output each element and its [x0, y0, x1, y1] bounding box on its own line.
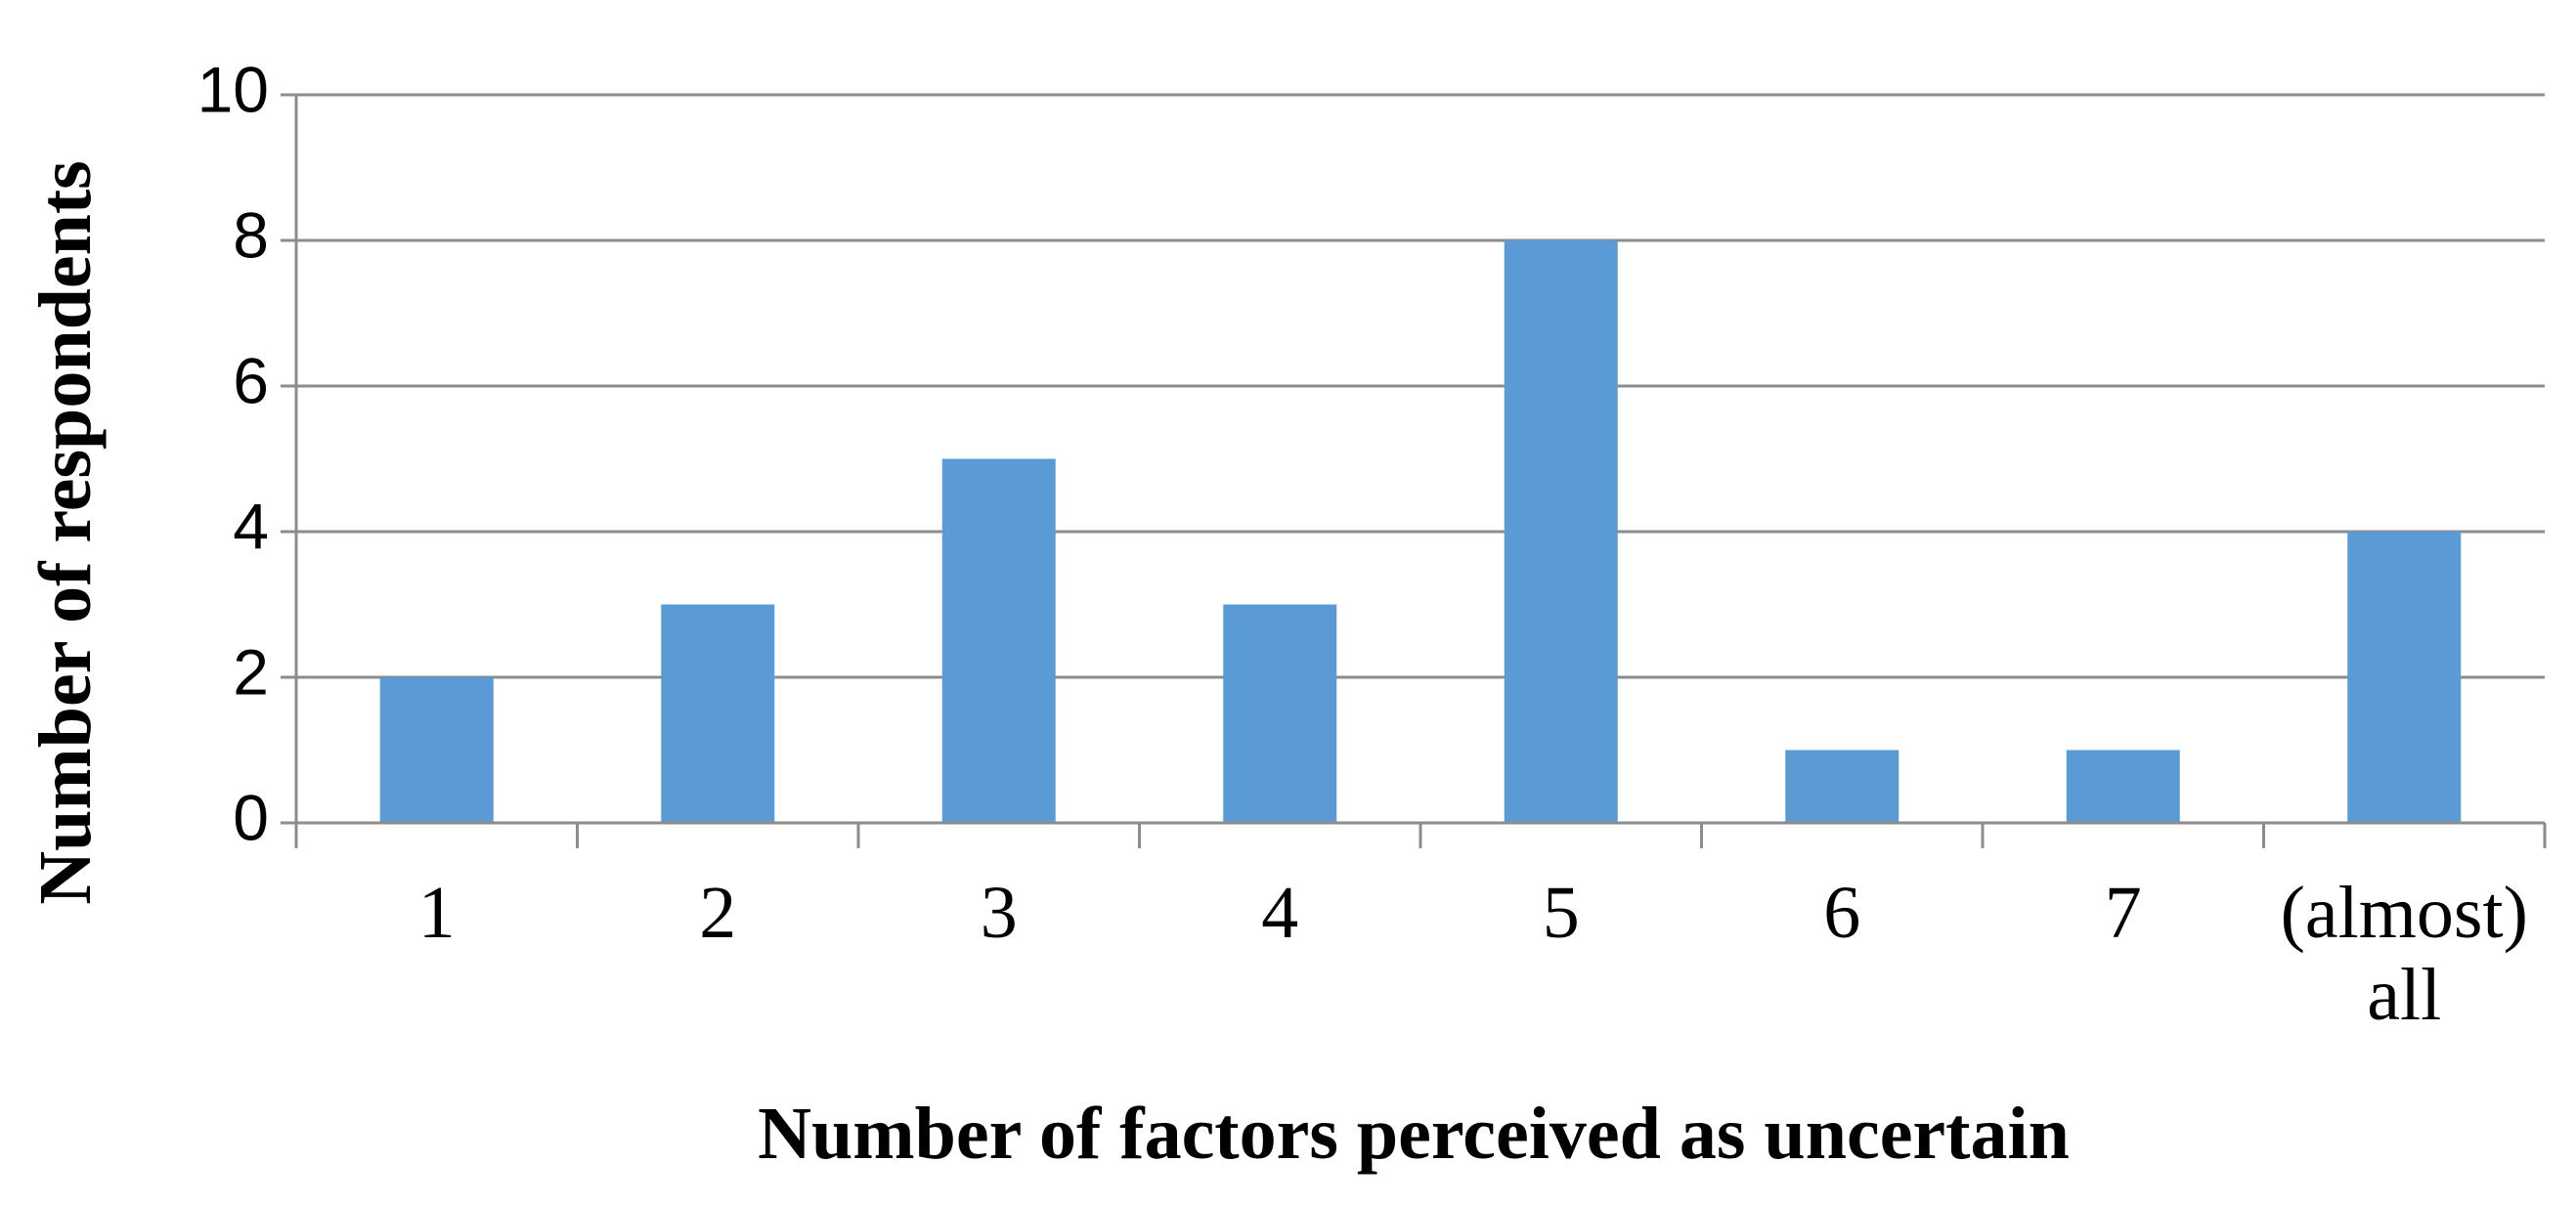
x-tick-label: 4 [1261, 872, 1299, 954]
x-tick-label: 5 [1542, 872, 1580, 954]
y-tick-label: 8 [233, 198, 269, 271]
x-tick-label: 1 [417, 872, 456, 954]
y-tick-label: 4 [233, 490, 269, 562]
x-tick-label: 3 [980, 872, 1018, 954]
bar [941, 458, 1056, 823]
bar [379, 677, 494, 823]
bar [1223, 604, 1337, 823]
y-tick-label: 6 [233, 344, 269, 416]
x-tick-label: 7 [2104, 872, 2142, 954]
x-tick-label: 2 [699, 872, 737, 954]
bar [661, 604, 775, 823]
x-axis-title: Number of factors perceived as uncertain [758, 1093, 2070, 1175]
y-axis-title: Number of respondents [24, 160, 107, 904]
x-tick-label: (almost) all [2280, 872, 2528, 1036]
bar [2066, 750, 2180, 823]
bar [1785, 750, 1899, 823]
bar [2347, 532, 2462, 823]
y-tick-label: 0 [233, 781, 269, 853]
x-tick-label: 6 [1823, 872, 1861, 954]
y-tick-label: 2 [233, 635, 269, 708]
y-tick-label: 10 [197, 53, 269, 125]
bar [1504, 240, 1618, 823]
